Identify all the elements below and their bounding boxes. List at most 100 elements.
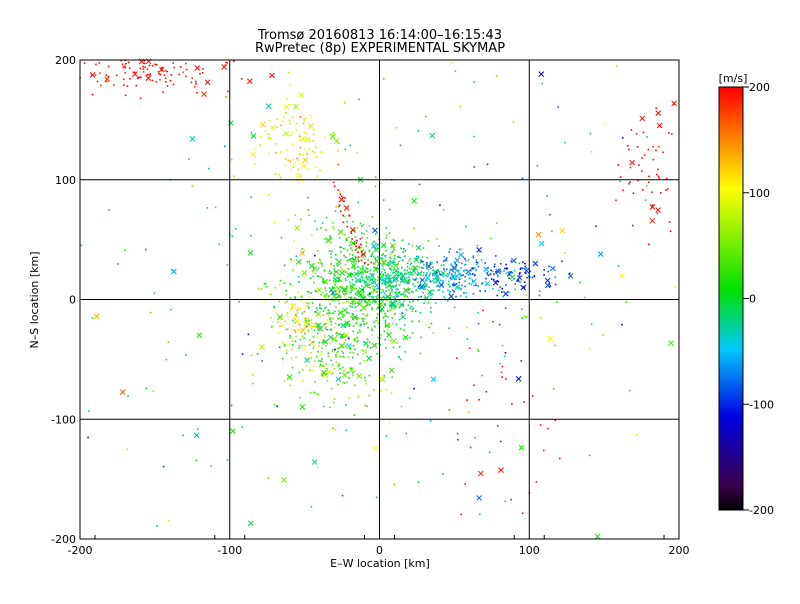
data-point-x bbox=[411, 197, 418, 204]
data-point bbox=[629, 181, 631, 183]
data-point bbox=[382, 199, 385, 201]
x-axis-label: E–W location [km] bbox=[330, 557, 430, 570]
data-point bbox=[348, 312, 350, 314]
data-point bbox=[365, 241, 368, 244]
data-point bbox=[346, 292, 348, 295]
data-point bbox=[350, 285, 352, 288]
data-point bbox=[482, 309, 484, 312]
data-point-x bbox=[196, 332, 203, 338]
data-point-x bbox=[93, 313, 100, 320]
data-point bbox=[399, 144, 402, 147]
data-point bbox=[377, 336, 380, 339]
data-point bbox=[349, 272, 352, 274]
data-point bbox=[193, 85, 196, 88]
data-point bbox=[539, 317, 542, 320]
data-point bbox=[426, 272, 428, 274]
y-tick-label: -100 bbox=[51, 413, 76, 426]
data-point bbox=[182, 434, 184, 437]
data-point-x bbox=[362, 267, 368, 274]
data-point bbox=[154, 63, 156, 66]
data-point-x bbox=[315, 311, 322, 317]
data-point bbox=[620, 176, 622, 178]
data-point bbox=[292, 324, 294, 327]
data-point bbox=[330, 238, 332, 240]
data-point bbox=[314, 254, 316, 257]
data-point-x bbox=[353, 271, 360, 278]
data-point bbox=[445, 259, 448, 262]
data-point bbox=[298, 159, 301, 161]
data-point bbox=[389, 257, 392, 260]
data-point-x bbox=[295, 259, 302, 265]
data-point bbox=[354, 249, 357, 251]
data-point bbox=[357, 272, 360, 275]
data-point bbox=[124, 67, 127, 69]
data-point bbox=[524, 265, 527, 268]
data-point bbox=[284, 328, 287, 330]
data-point bbox=[374, 233, 377, 235]
data-point bbox=[374, 344, 377, 346]
data-point bbox=[449, 268, 452, 271]
data-point bbox=[384, 338, 386, 341]
data-point bbox=[371, 273, 373, 275]
data-point bbox=[312, 347, 315, 349]
data-point bbox=[453, 306, 456, 309]
data-point bbox=[395, 323, 398, 326]
data-point bbox=[348, 291, 351, 294]
data-point bbox=[408, 243, 410, 245]
data-point bbox=[332, 226, 334, 228]
data-point bbox=[659, 191, 662, 194]
data-point bbox=[373, 240, 375, 243]
data-point bbox=[430, 307, 432, 309]
data-point bbox=[427, 240, 430, 242]
data-point bbox=[546, 195, 548, 197]
data-point bbox=[87, 436, 89, 439]
data-point bbox=[335, 331, 338, 333]
data-point bbox=[422, 271, 425, 274]
data-point bbox=[325, 294, 328, 297]
data-point-x bbox=[302, 157, 309, 163]
data-point bbox=[321, 347, 323, 350]
data-point bbox=[400, 266, 403, 269]
data-point bbox=[401, 272, 403, 275]
data-point bbox=[417, 130, 420, 132]
data-point bbox=[384, 283, 386, 285]
data-point bbox=[389, 267, 391, 270]
data-point bbox=[317, 466, 319, 469]
data-point bbox=[210, 465, 213, 467]
data-point bbox=[455, 295, 457, 298]
data-point bbox=[437, 284, 439, 287]
data-point bbox=[337, 277, 340, 279]
data-point bbox=[326, 312, 329, 315]
data-point bbox=[380, 257, 383, 260]
data-point bbox=[329, 342, 332, 345]
data-point bbox=[314, 289, 317, 292]
data-point bbox=[481, 374, 483, 377]
data-point bbox=[330, 256, 333, 259]
data-point bbox=[523, 286, 526, 289]
data-point bbox=[438, 288, 441, 291]
data-point bbox=[388, 275, 390, 278]
data-point bbox=[503, 355, 506, 357]
data-point bbox=[370, 282, 373, 284]
data-point bbox=[291, 307, 293, 309]
data-point bbox=[306, 325, 309, 327]
data-point bbox=[665, 189, 667, 192]
data-point bbox=[356, 227, 359, 229]
data-point bbox=[470, 269, 472, 272]
data-point bbox=[370, 295, 373, 298]
data-point bbox=[374, 278, 376, 281]
data-point bbox=[353, 229, 356, 232]
data-point bbox=[342, 366, 344, 369]
data-point bbox=[519, 272, 521, 274]
data-point bbox=[311, 302, 314, 304]
data-point bbox=[339, 368, 341, 370]
data-point bbox=[438, 273, 441, 275]
data-point bbox=[347, 336, 350, 339]
data-point bbox=[323, 295, 326, 298]
data-point bbox=[442, 260, 445, 262]
data-point bbox=[396, 342, 399, 344]
data-point bbox=[320, 262, 323, 265]
data-point bbox=[128, 67, 131, 69]
data-point bbox=[325, 320, 328, 322]
data-point bbox=[166, 70, 169, 73]
